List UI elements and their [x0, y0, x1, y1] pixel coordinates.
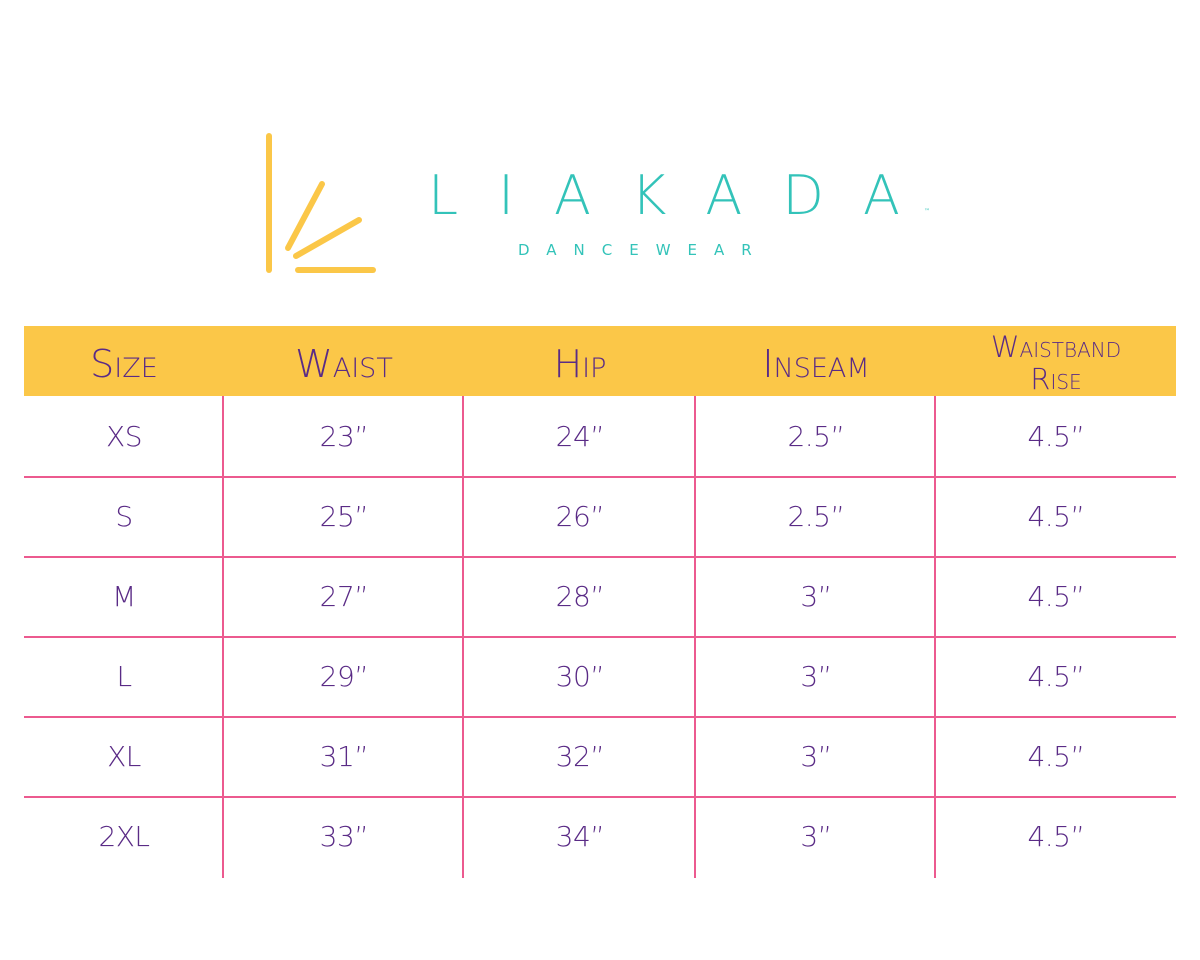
row-divider [24, 716, 1176, 718]
table-row: L 29” 30” 3” 4.5” [24, 636, 1176, 716]
brand-wordmark: LIAKADA [428, 166, 948, 226]
cell-hip: 26” [555, 499, 605, 533]
trademark-symbol: ™ [924, 208, 930, 215]
header-inseam: Inseam [762, 342, 870, 386]
cell-hip: 28” [555, 579, 605, 613]
header-hip: Hip [553, 342, 607, 386]
cell-size: L [116, 659, 132, 693]
column-divider [694, 396, 696, 878]
cell-inseam: 3” [800, 819, 832, 853]
row-divider [24, 556, 1176, 558]
table-row: S 25” 26” 2.5” 4.5” [24, 476, 1176, 556]
cell-inseam: 3” [800, 739, 832, 773]
cell-waistband-rise: 4.5” [1027, 739, 1085, 773]
cell-waistband-rise: 4.5” [1027, 579, 1085, 613]
row-divider [24, 636, 1176, 638]
brand-name: LIAKADA [428, 164, 940, 227]
column-divider [934, 396, 936, 878]
cell-waistband-rise: 4.5” [1027, 419, 1085, 453]
cell-waist: 23” [319, 419, 369, 453]
cell-hip: 30” [555, 659, 605, 693]
table-header: Size Waist Hip Inseam Waistband Rise [24, 326, 1176, 396]
header-waistband-rise-line2: Rise [1030, 362, 1082, 396]
row-divider [24, 476, 1176, 478]
cell-size: 2XL [98, 819, 150, 853]
cell-waist: 29” [319, 659, 369, 693]
cell-inseam: 3” [800, 579, 832, 613]
cell-waistband-rise: 4.5” [1027, 819, 1085, 853]
cell-waist: 27” [319, 579, 369, 613]
header-size: Size [90, 342, 158, 386]
table-row: M 27” 28” 3” 4.5” [24, 556, 1176, 636]
column-divider [222, 396, 224, 878]
cell-waist: 31” [319, 739, 369, 773]
liakada-logo-mark-icon [266, 133, 376, 273]
table-row: XL 31” 32” 3” 4.5” [24, 716, 1176, 796]
header-waistband-rise: Waistband Rise [936, 326, 1176, 396]
row-divider [24, 796, 1176, 798]
cell-waist: 33” [319, 819, 369, 853]
column-divider [462, 396, 464, 878]
brand-tagline: DANCEWEAR [518, 241, 769, 259]
cell-hip: 32” [555, 739, 605, 773]
cell-hip: 34” [555, 819, 605, 853]
cell-size: S [115, 499, 133, 533]
cell-size: XL [107, 739, 141, 773]
cell-hip: 24” [555, 419, 605, 453]
cell-waist: 25” [319, 499, 369, 533]
cell-inseam: 3” [800, 659, 832, 693]
table-row: XS 23” 24” 2.5” 4.5” [24, 396, 1176, 476]
cell-size: M [112, 579, 136, 613]
table-row: 2XL 33” 34” 3” 4.5” [24, 796, 1176, 876]
cell-waistband-rise: 4.5” [1027, 659, 1085, 693]
header-waist: Waist [295, 342, 393, 386]
cell-waistband-rise: 4.5” [1027, 499, 1085, 533]
cell-size: XS [106, 419, 142, 453]
cell-inseam: 2.5” [787, 499, 845, 533]
cell-inseam: 2.5” [787, 419, 845, 453]
header-waistband-rise-line1: Waistband [990, 330, 1122, 364]
